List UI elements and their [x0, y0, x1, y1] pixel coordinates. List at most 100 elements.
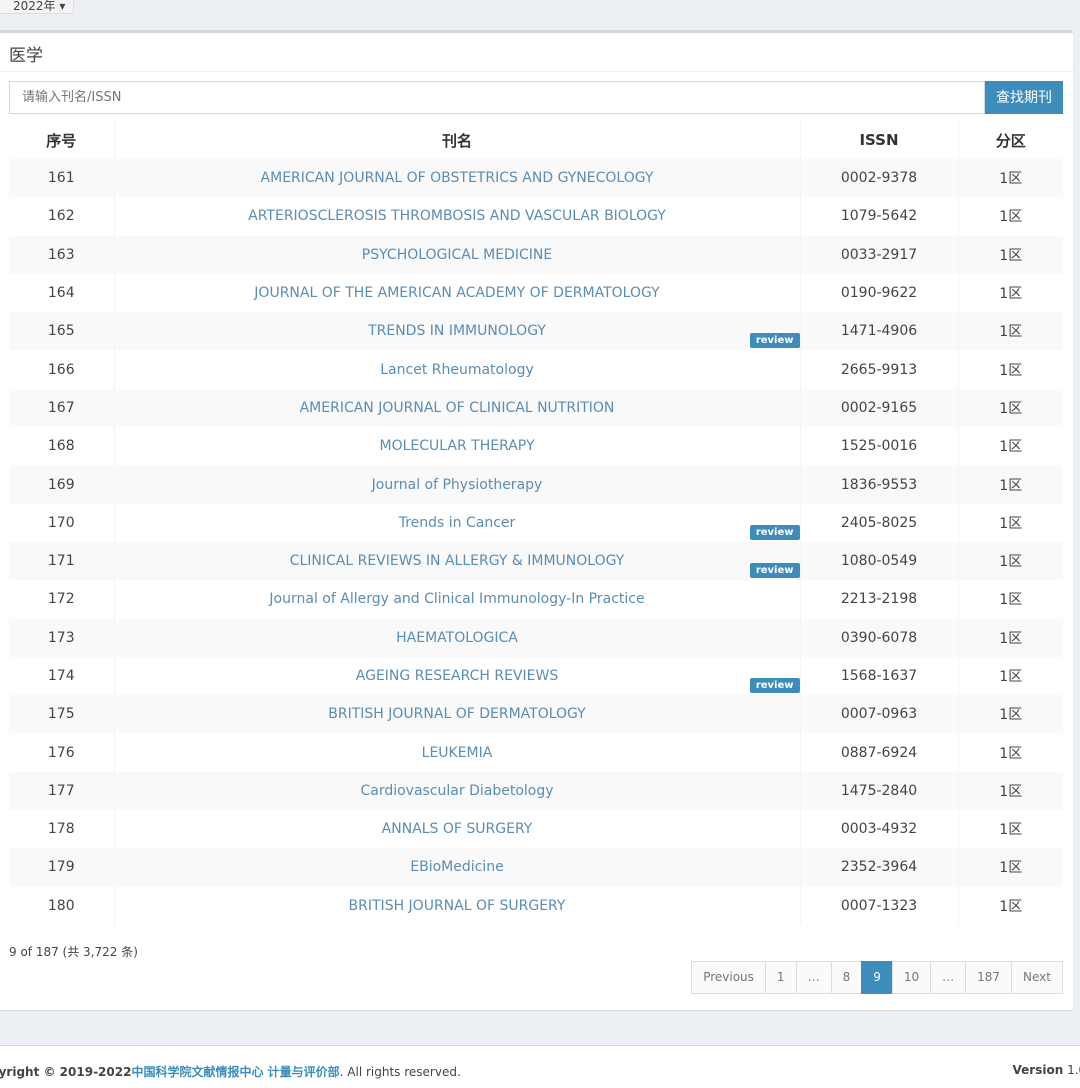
row-zone: 1区 [957, 465, 1063, 504]
row-no: 169 [47, 476, 75, 493]
table-row: 171 CLINICAL REVIEWS IN ALLERGY & IMMUNO… [9, 541, 1063, 581]
journal-link[interactable]: LEUKEMIA [421, 744, 493, 761]
row-zone: 1区 [957, 350, 1063, 389]
row-journal: JOURNAL OF THE AMERICAN ACADEMY OF DERMA… [113, 273, 800, 313]
table-row: 170 Trends in Cancer review 2405-8025 1区 [9, 503, 1063, 542]
row-no: 180 [47, 897, 75, 914]
row-issn: 0002-9165 [799, 388, 958, 428]
row-issn: 0190-9622 [799, 273, 958, 313]
row-issn: 1525-0016 [799, 427, 958, 466]
search-button[interactable]: 查找期刊 [985, 81, 1063, 114]
table-row: 179 EBioMedicine 2352-3964 1区 [9, 848, 1063, 887]
row-journal: Lancet Rheumatology [113, 350, 800, 389]
journal-link[interactable]: JOURNAL OF THE AMERICAN ACADEMY OF DERMA… [254, 285, 660, 302]
journal-link[interactable]: AMERICAN JOURNAL OF OBSTETRICS AND GYNEC… [260, 170, 654, 187]
table-row: 164 JOURNAL OF THE AMERICAN ACADEMY OF D… [9, 273, 1063, 313]
row-journal: ARTERIOSCLEROSIS THROMBOSIS AND VASCULAR… [113, 197, 800, 236]
row-zone: 1区 [957, 427, 1063, 466]
row-zone: 1区 [957, 235, 1063, 274]
journal-link[interactable]: TRENDS IN IMMUNOLOGY [368, 323, 546, 340]
row-no: 166 [47, 361, 75, 378]
table-row: 167 AMERICAN JOURNAL OF CLINICAL NUTRITI… [9, 388, 1063, 428]
page-1[interactable]: 1 [764, 961, 797, 994]
row-journal: HAEMATOLOGICA [113, 618, 800, 657]
panel-title: 医学 [9, 46, 43, 66]
journal-link[interactable]: CLINICAL REVIEWS IN ALLERGY & IMMUNOLOGY [289, 553, 625, 570]
journal-link[interactable]: AGEING RESEARCH REVIEWS [355, 668, 559, 684]
page-10[interactable]: 10 [891, 961, 932, 994]
row-no: 170 [47, 514, 75, 531]
row-zone: 1区 [957, 848, 1063, 887]
page-next[interactable]: Next [1011, 961, 1063, 994]
org-link[interactable]: 中国科学院文献情报中心 计量与评价部 [131, 1065, 340, 1079]
journal-link[interactable]: Trends in Cancer [398, 514, 516, 531]
journal-link[interactable]: MOLECULAR THERAPY [379, 438, 535, 455]
row-no: 177 [47, 782, 75, 799]
row-no: 163 [47, 246, 75, 263]
year-selector[interactable]: 2022年 ▾ [0, 0, 74, 14]
review-badge: review [749, 563, 800, 579]
journal-link[interactable]: ANNALS OF SURGERY [381, 821, 533, 838]
copyright: pyright © 2019-2022中国科学院文献情报中心 计量与评价部. A… [0, 1063, 461, 1080]
review-badge: review [749, 524, 800, 540]
table-row: 174 AGEING RESEARCH REVIEWS review 1568-1… [9, 656, 1063, 696]
row-no: 176 [47, 744, 75, 761]
table-row: 172 Journal of Allergy and Clinical Immu… [9, 580, 1063, 619]
row-no: 162 [47, 208, 75, 225]
page-ellipsis: … [930, 961, 967, 994]
divider [0, 71, 1073, 72]
search-input[interactable] [9, 81, 985, 114]
journal-link[interactable]: Journal of Physiotherapy [371, 476, 543, 493]
row-issn: 2352-3964 [799, 848, 958, 887]
journal-link[interactable]: HAEMATOLOGICA [396, 629, 518, 646]
row-journal: AMERICAN JOURNAL OF CLINICAL NUTRITION [113, 388, 800, 428]
row-issn: 1475-2840 [799, 771, 958, 811]
table-row: 176 LEUKEMIA 0887-6924 1区 [9, 733, 1063, 772]
journal-link[interactable]: AMERICAN JOURNAL OF CLINICAL NUTRITION [299, 399, 615, 416]
row-journal: Journal of Allergy and Clinical Immunolo… [113, 580, 800, 619]
header-issn[interactable]: ISSN [799, 121, 958, 159]
journal-link[interactable]: BRITISH JOURNAL OF DERMATOLOGY [328, 706, 586, 723]
journal-link[interactable]: EBioMedicine [410, 859, 504, 876]
review-badge: review [749, 333, 800, 349]
table-row: 162 ARTERIOSCLEROSIS THROMBOSIS AND VASC… [9, 197, 1063, 236]
header-name[interactable]: 刊名 [113, 121, 800, 159]
row-issn: 1568-1637 [799, 656, 958, 696]
row-journal: AGEING RESEARCH REVIEWS review [113, 656, 800, 696]
row-no: 178 [47, 821, 75, 838]
row-zone: 1区 [957, 388, 1063, 428]
row-journal: Cardiovascular Diabetology [113, 771, 800, 811]
header-no[interactable]: 序号 [46, 131, 77, 150]
row-zone: 1区 [957, 733, 1063, 772]
table-row: 166 Lancet Rheumatology 2665-9913 1区 [9, 350, 1063, 389]
row-no: 168 [47, 438, 75, 455]
table-row: 177 Cardiovascular Diabetology 1475-2840… [9, 771, 1063, 811]
row-zone: 1区 [957, 503, 1063, 542]
row-zone: 1区 [957, 273, 1063, 313]
row-issn: 0002-9378 [799, 159, 958, 198]
row-journal: EBioMedicine [113, 848, 800, 887]
review-badge: review [749, 678, 800, 694]
row-zone: 1区 [957, 886, 1063, 925]
row-zone: 1区 [957, 312, 1063, 351]
row-issn: 0007-0963 [799, 695, 958, 734]
row-issn: 0003-4932 [799, 810, 958, 849]
page-previous[interactable]: Previous [691, 961, 766, 994]
row-no: 172 [47, 591, 75, 608]
table-row: 169 Journal of Physiotherapy 1836-9553 1… [9, 465, 1063, 504]
page-9[interactable]: 9 [861, 961, 893, 994]
journal-link[interactable]: PSYCHOLOGICAL MEDICINE [361, 246, 553, 263]
page-187[interactable]: 187 [965, 961, 1013, 994]
journal-link[interactable]: Journal of Allergy and Clinical Immunolo… [269, 591, 645, 608]
row-zone: 1区 [957, 159, 1063, 198]
journal-link[interactable]: Cardiovascular Diabetology [360, 782, 554, 799]
page-8[interactable]: 8 [830, 961, 863, 994]
row-no: 171 [47, 553, 75, 570]
journal-link[interactable]: ARTERIOSCLEROSIS THROMBOSIS AND VASCULAR… [248, 208, 666, 225]
row-issn: 0390-6078 [799, 618, 958, 657]
row-zone: 1区 [957, 197, 1063, 236]
journal-link[interactable]: BRITISH JOURNAL OF SURGERY [348, 897, 566, 914]
row-zone: 1区 [957, 541, 1063, 581]
header-zone[interactable]: 分区 [957, 121, 1063, 159]
journal-link[interactable]: Lancet Rheumatology [380, 361, 534, 378]
